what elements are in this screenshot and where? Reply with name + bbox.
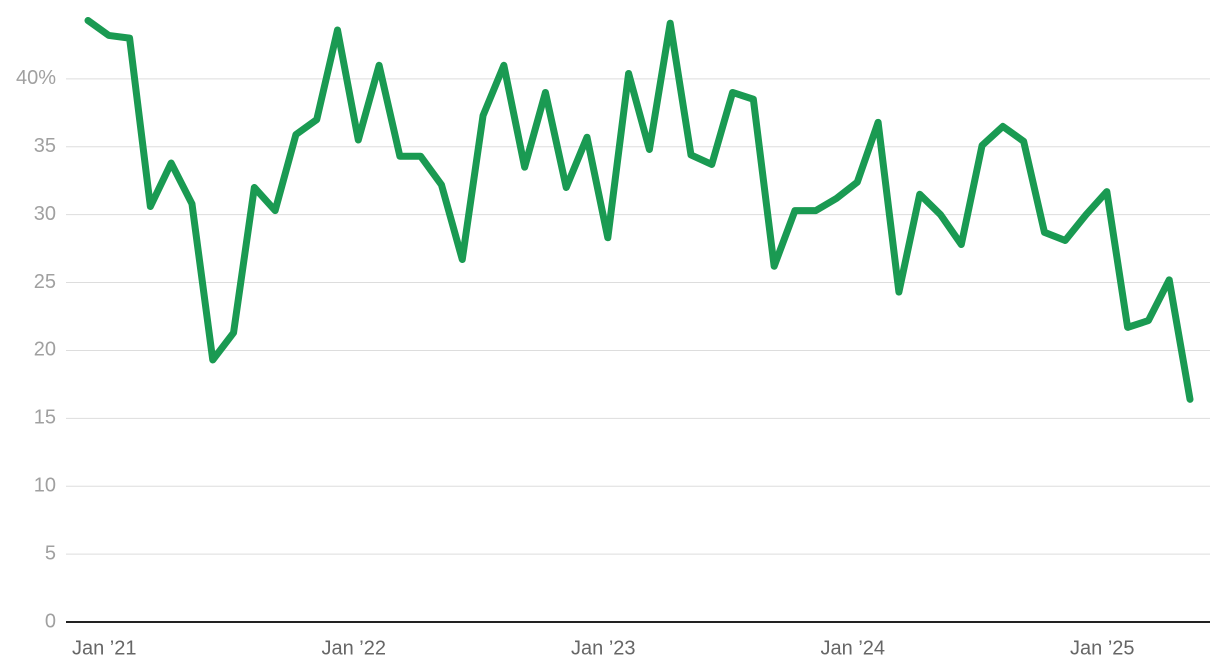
x-tick-label: Jan ’21 [72, 637, 137, 659]
y-tick-label: 15 [34, 407, 56, 429]
y-tick-label: 0 [45, 610, 56, 632]
x-tick-label: Jan ’23 [571, 637, 636, 659]
y-tick-label: 10 [34, 475, 56, 497]
y-tick-label: 30 [34, 203, 56, 225]
y-tick-label: 40% [16, 67, 56, 89]
x-tick-label: Jan ’25 [1070, 637, 1135, 659]
y-tick-label: 5 [45, 542, 56, 564]
y-tick-label: 35 [34, 135, 56, 157]
y-tick-label: 25 [34, 271, 56, 293]
y-tick-label: 20 [34, 339, 56, 361]
x-tick-label: Jan ’24 [821, 637, 886, 659]
x-tick-label: Jan ’22 [322, 637, 387, 659]
line-series [84, 17, 1194, 403]
